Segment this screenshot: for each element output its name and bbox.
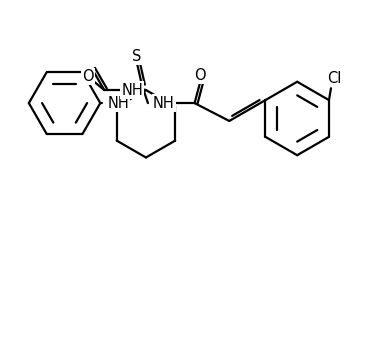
Text: S: S (132, 49, 142, 64)
Text: O: O (82, 69, 94, 84)
Text: NH: NH (107, 96, 129, 111)
Text: NH: NH (153, 96, 175, 111)
Text: NH: NH (121, 82, 143, 98)
Text: Cl: Cl (327, 71, 341, 86)
Text: O: O (194, 68, 206, 82)
